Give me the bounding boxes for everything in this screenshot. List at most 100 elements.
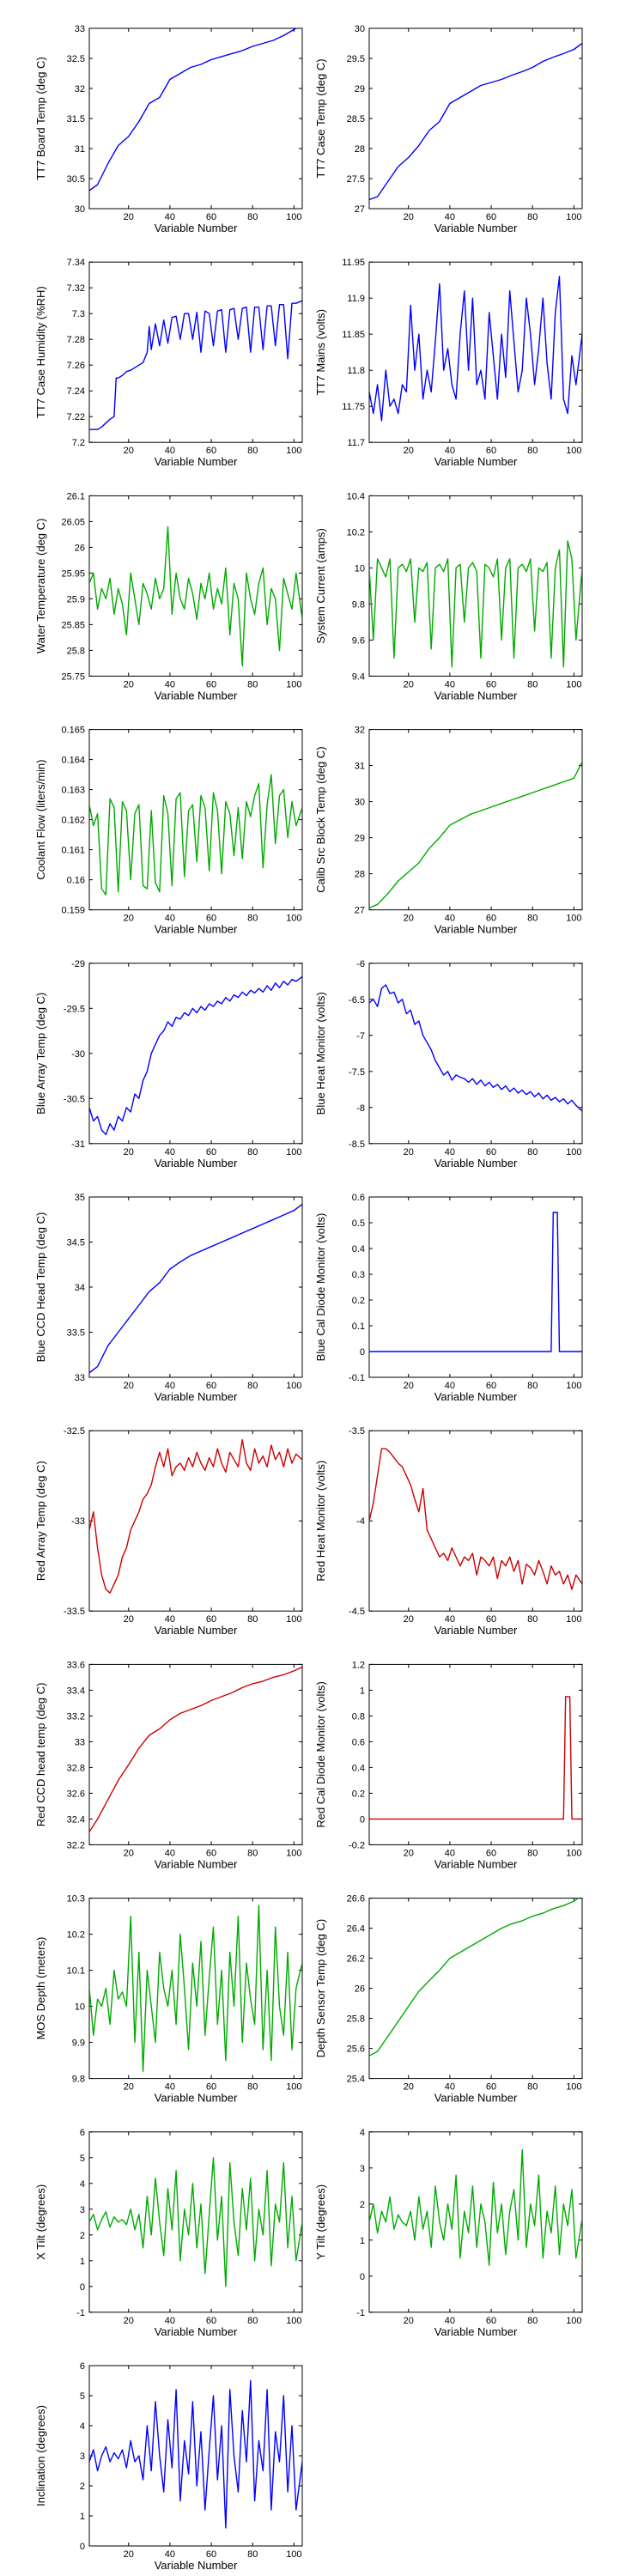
chart-17-xtick-label: 40 [165,2082,175,2093]
chart-3-ytick-label: 7.32 [67,283,85,294]
chart-19-ytick-label: 3 [80,2205,85,2215]
chart-16-ytick-label: 0.2 [352,1789,365,1799]
chart-13-x-axis-label: Variable Number [155,1624,238,1637]
chart-11-xtick-label: 40 [165,1381,175,1391]
chart-16-xtick-label: 60 [486,1848,496,1858]
chart-14-series-line-red-heat-monitor-volts [369,1448,582,1590]
chart-16-ytick-label: 1.2 [352,1660,365,1670]
chart-11-ytick-label: 34 [75,1283,85,1293]
chart-6-xtick-label: 80 [527,679,538,690]
chart-14-xtick-label: 100 [566,1614,581,1625]
chart-16-ytick-label: 1 [360,1686,365,1696]
chart-17-ytick-label: 10.3 [67,1894,85,1905]
chart-16-y-axis-label: Red Cal Diode Monitor (volts) [314,1681,327,1828]
chart-13-xtick-label: 40 [165,1614,175,1625]
chart-12-xtick-label: 80 [527,1381,538,1391]
chart-8-series-line-calib-src-block-temp-deg-c [369,762,582,909]
chart-9-xtick-label: 100 [286,1147,301,1157]
chart-21-xtick-label: 100 [286,2549,301,2560]
chart-6-ytick-label: 9.8 [352,599,365,610]
chart-21-ytick-label: 5 [80,2391,85,2402]
chart-6-ytick-label: 10 [355,563,365,574]
chart-21-ytick-label: 6 [80,2361,85,2372]
chart-3-series-line-tt7-case-humidity-rh [89,300,302,430]
chart-17-xtick-label: 80 [247,2082,258,2093]
chart-8-xtick-label: 60 [486,914,496,924]
chart-1-xtick-label: 100 [286,212,301,222]
chart-10-ytick-label: -8.5 [349,1139,365,1150]
chart-6-series-line-system-current-amps [369,540,582,668]
chart-7-ytick-label: 0.159 [61,906,85,916]
chart-1-ytick-label: 30.5 [67,174,85,185]
chart-12-ytick-label: 0.1 [352,1321,365,1332]
chart-21-ytick-label: 4 [80,2421,85,2432]
chart-6-ytick-label: 10.2 [347,527,365,538]
chart-18-xtick-label: 80 [527,2082,538,2093]
chart-9-xtick-label: 40 [165,1147,175,1157]
chart-5-xtick-label: 20 [124,679,134,690]
chart-10-series-line-blue-heat-monitor-volts [369,984,582,1112]
chart-9-plot-frame [88,963,303,1145]
chart-1-xtick-label: 80 [247,212,258,222]
chart-19-ytick-label: 0 [80,2282,85,2293]
chart-8-ytick-label: 28 [355,870,365,880]
chart-1-xtick-label: 60 [206,212,216,222]
chart-19-panel: 20 40 60 80 100 -1 0 1 2 3 4 5 6 Variable Number X Til… [34,2128,303,2338]
chart-20-ytick-label: 4 [360,2128,365,2138]
chart-1-panel: 20 40 60 80 100 30 30.5 31 31.5 32 32.5 33 Variable … [34,24,303,234]
chart-6-plot-frame [368,495,583,677]
chart-19-xtick-label: 80 [247,2316,258,2326]
chart-11-plot-frame [88,1196,303,1378]
chart-19-xtick-label: 100 [286,2316,301,2326]
chart-18-panel: 20 40 60 80 100 25.4 25.6 25.8 26 26.2 26.4 26.6 Var… [314,1894,583,2105]
chart-15-ytick-label: 32.8 [67,1763,85,1773]
chart-11-panel: 20 40 60 80 100 33 33.5 34 34.5 35 Variable Number… [34,1193,303,1403]
chart-12-xtick-label: 100 [566,1381,581,1391]
chart-18-ytick-label: 26.6 [347,1894,365,1905]
chart-10-xtick-label: 80 [527,1147,538,1157]
chart-5-ytick-label: 26 [75,543,85,553]
chart-2-y-axis-label: TT7 Case Temp (deg C) [314,58,327,178]
chart-7-y-axis-label: Coolant Flow (liters/min) [34,760,47,880]
chart-13-ytick-label: -32.5 [64,1426,85,1437]
chart-8-panel: 20 40 60 80 100 27 28 29 30 31 32 Variable Number Ca… [314,726,583,936]
chart-11-ytick-label: 33 [75,1373,85,1383]
chart-21-ytick-label: 3 [80,2451,85,2462]
chart-3-xtick-label: 100 [286,446,301,456]
chart-5-ytick-label: 25.9 [67,594,85,605]
chart-18-xtick-label: 40 [445,2082,455,2093]
chart-20-xtick-label: 20 [404,2316,414,2326]
chart-18-xtick-label: 20 [404,2082,414,2093]
chart-21-y-axis-label: Inclination (degrees) [34,2405,47,2506]
chart-20-ytick-label: 1 [360,2236,365,2246]
chart-16-xtick-label: 20 [404,1848,414,1858]
chart-17-panel: 20 40 60 80 100 9.8 9.9 10 10.1 10.2 10.3 Variable … [34,1894,303,2105]
chart-11-series-line-blue-ccd-head-temp-deg-c [89,1203,302,1374]
chart-13-y-axis-label: Red Array Temp (deg C) [34,1461,47,1581]
chart-15-ytick-label: 32.4 [67,1814,85,1825]
chart-10-y-axis-label: Blue Heat Monitor (volts) [314,992,327,1115]
chart-9-xtick-label: 80 [247,1147,258,1157]
chart-2-xtick-label: 20 [404,212,414,222]
chart-2-ytick-label: 28.5 [347,114,365,125]
chart-7-xtick-label: 80 [247,914,258,924]
chart-12-y-axis-label: Blue Cal Diode Monitor (volts) [314,1213,327,1362]
chart-18-series-line-depth-sensor-temp-deg-c [369,1898,580,2057]
chart-2-xtick-label: 40 [445,212,455,222]
chart-12-ytick-label: -0.1 [349,1373,365,1383]
chart-2-ytick-label: 29 [355,84,365,94]
chart-10-plot-frame [368,963,583,1145]
chart-16-xtick-label: 40 [445,1848,455,1858]
chart-5-series-line-water-temperature-deg-c [89,526,302,667]
chart-6-xtick-label: 20 [404,679,414,690]
chart-3-x-axis-label: Variable Number [155,455,238,468]
chart-6-ytick-label: 9.4 [352,671,365,682]
chart-16-x-axis-label: Variable Number [434,1857,518,1870]
chart-18-x-axis-label: Variable Number [434,2092,518,2105]
chart-15-ytick-label: 33 [75,1737,85,1747]
chart-19-xtick-label: 60 [206,2316,216,2326]
chart-6-ytick-label: 9.6 [352,635,365,646]
chart-6-ytick-label: 10.4 [347,491,365,501]
chart-14-xtick-label: 60 [486,1614,496,1625]
chart-19-x-axis-label: Variable Number [155,2325,238,2338]
